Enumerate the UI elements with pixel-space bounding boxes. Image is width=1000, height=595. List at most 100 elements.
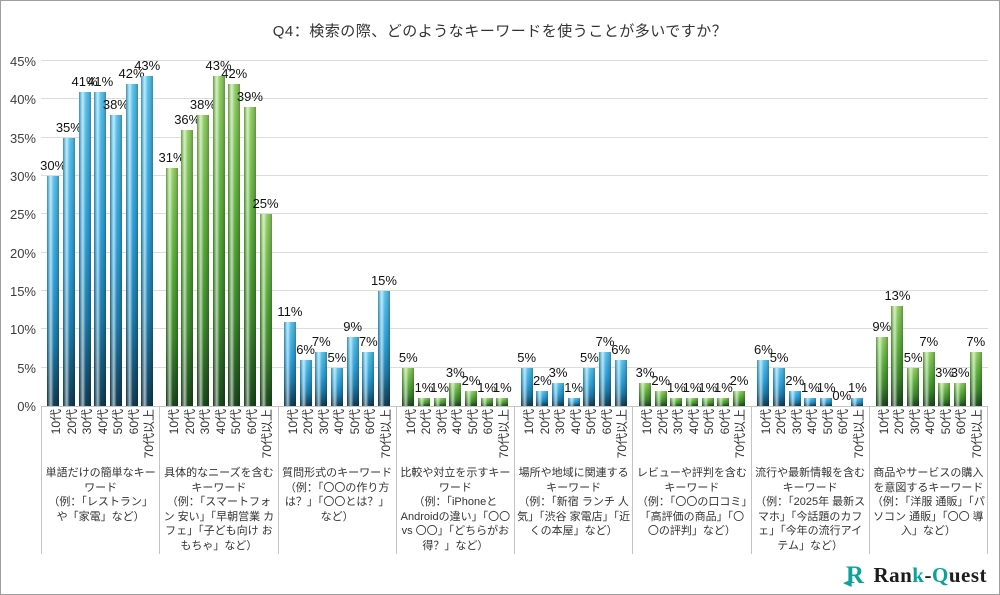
age-tick: 10代	[284, 406, 300, 460]
bar	[875, 337, 888, 406]
bar-value-label: 30%	[40, 158, 67, 173]
bar-value-label: 5%	[579, 349, 599, 365]
age-tick-label: 20代	[301, 409, 316, 435]
bar	[449, 383, 462, 406]
age-tick: 40代	[804, 406, 819, 460]
bar-cell: 15%	[371, 61, 397, 406]
age-tick-label: 70代以上	[142, 409, 157, 459]
age-tick-label: 30代	[553, 409, 568, 435]
gridline	[41, 366, 988, 368]
age-tick: 60代	[953, 406, 968, 460]
age-tick: 10代	[402, 406, 418, 460]
bar	[804, 398, 817, 406]
age-tick: 30代	[79, 406, 95, 460]
bar-group: 6% 5% 2% 1% 1% 0% 1%	[751, 61, 869, 406]
bar-cell: 42%	[221, 61, 247, 406]
bar	[346, 337, 359, 406]
age-tick: 40代	[212, 406, 228, 460]
bar	[283, 321, 296, 406]
age-tick: 30代	[433, 406, 449, 460]
bar-value-label: 7%	[311, 334, 331, 350]
bar-value-label: 7%	[966, 334, 986, 350]
bar	[125, 84, 138, 406]
age-tick-label: 50代	[229, 409, 244, 435]
y-axis-tick-label: 45%	[9, 54, 36, 69]
bar-value-label: 11%	[277, 303, 303, 319]
group-label: 商品やサービスの購入を意図するキーワード	[873, 467, 984, 494]
bar-value-label: 42%	[221, 66, 248, 82]
bar-value-label: 3%	[635, 365, 655, 380]
group-example: （例：「レストラン」や「家電」など）	[48, 496, 153, 523]
category-group-cell: 10代 20代 30代 40代 50代 60代 70代以上 商品やサービスの購入を意図するキー…	[870, 406, 988, 554]
category-group-cell: 10代 20代 30代 40代 50代 60代 70代以上 質問形式のキーワード （例：「〇〇の…	[279, 406, 397, 554]
group-example: （例：「2025年 最新スマホ」「今話題のカフェ」「今年の流行アイテム」など）	[755, 496, 866, 552]
bar-cell: 7%	[919, 61, 938, 406]
y-axis-tick-label: 20%	[9, 245, 36, 261]
category-group-cell: 10代 20代 30代 40代 50代 60代 70代以上 場所や地域に関連するキーワード （例…	[515, 406, 634, 554]
bar	[639, 383, 652, 406]
bar-cell: 5%	[517, 61, 536, 406]
age-tick: 70代以上	[850, 406, 866, 460]
bar-cell: 5%	[579, 61, 599, 406]
bar	[402, 367, 415, 406]
bar-value-label: 5%	[769, 349, 789, 365]
bar-groups-row: 30% 35% 41% 41% 38% 42% 43% 31% 36% 38% 43% 42% 39% 2…	[40, 58, 988, 406]
age-tick: 60代	[480, 406, 495, 460]
bar-value-label: 5%	[398, 349, 418, 365]
bar-cell: 1%	[430, 61, 449, 406]
age-tick: 30代	[670, 406, 686, 460]
bar-value-label: 43%	[134, 58, 161, 74]
age-tick: 10代	[639, 406, 654, 460]
bar-cell: 3%	[446, 61, 465, 406]
bar-cell: 3%	[549, 61, 567, 406]
bar-cell: 1%	[698, 61, 717, 406]
age-tick: 20代	[536, 406, 552, 460]
age-tick-label: 40代	[450, 409, 465, 435]
age-tick: 70代以上	[377, 406, 393, 460]
age-tick: 40代	[685, 406, 701, 460]
logo-text-part: Q	[931, 562, 949, 587]
bar	[614, 360, 627, 406]
age-tick: 10代	[48, 406, 63, 460]
bar	[496, 398, 509, 406]
bar-value-label: 15%	[370, 273, 397, 289]
bar-group: 5% 2% 3% 1% 5% 7% 6%	[515, 61, 633, 406]
y-axis-tick-label: 35%	[9, 130, 36, 146]
bar	[165, 168, 178, 406]
bar-value-label: 1%	[666, 380, 686, 396]
bar	[433, 398, 446, 406]
bar-cell: 6%	[296, 61, 315, 406]
age-tick-label: 30代	[198, 409, 213, 435]
age-tick: 50代	[701, 406, 716, 460]
age-tick: 40代	[94, 406, 110, 460]
bar-value-label: 2%	[729, 372, 749, 388]
age-tick: 20代	[418, 406, 433, 460]
bar-cell: 1%	[564, 61, 583, 406]
bar-value-label: 39%	[236, 89, 263, 104]
group-description: 流行や最新情報を含むキーワード （例：「2025年 最新スマホ」「今話題のカフェ」…	[752, 460, 869, 553]
bar	[299, 360, 312, 406]
age-tick: 10代	[166, 406, 181, 460]
group-description: 商品やサービスの購入を意図するキーワード （例：「洋服 通販」「パソコン 通販」「…	[870, 460, 987, 539]
age-tick-label: 20代	[892, 409, 907, 435]
gridline	[41, 213, 988, 215]
age-tick: 30代	[315, 406, 331, 460]
age-tick-label: 70代以上	[969, 409, 984, 459]
group-example: （例：「スマートフォン 安い」「早朝営業 カフェ」「子ども向け おもちゃ」など）	[163, 496, 275, 552]
bar-cell: 5%	[769, 61, 789, 406]
age-tick: 60代	[362, 406, 377, 460]
age-tick-label: 30代	[671, 409, 686, 435]
bar-cell: 7%	[359, 61, 378, 406]
group-label: 比較や対立を示すキーワード	[400, 467, 511, 494]
age-tick-label: 20代	[774, 409, 789, 435]
bar	[969, 352, 982, 406]
age-tick: 40代	[331, 406, 346, 460]
y-axis-tick-label: 10%	[9, 322, 36, 338]
age-tick-label: 30代	[80, 409, 95, 435]
age-tick-row: 10代 20代 30代 40代 50代 60代 70代以上	[397, 406, 514, 460]
bar	[938, 383, 951, 406]
bar-cell: 1%	[477, 61, 496, 406]
age-tick: 70代以上	[732, 406, 747, 460]
age-tick: 20代	[181, 406, 197, 460]
bar-cell: 5%	[398, 61, 418, 406]
